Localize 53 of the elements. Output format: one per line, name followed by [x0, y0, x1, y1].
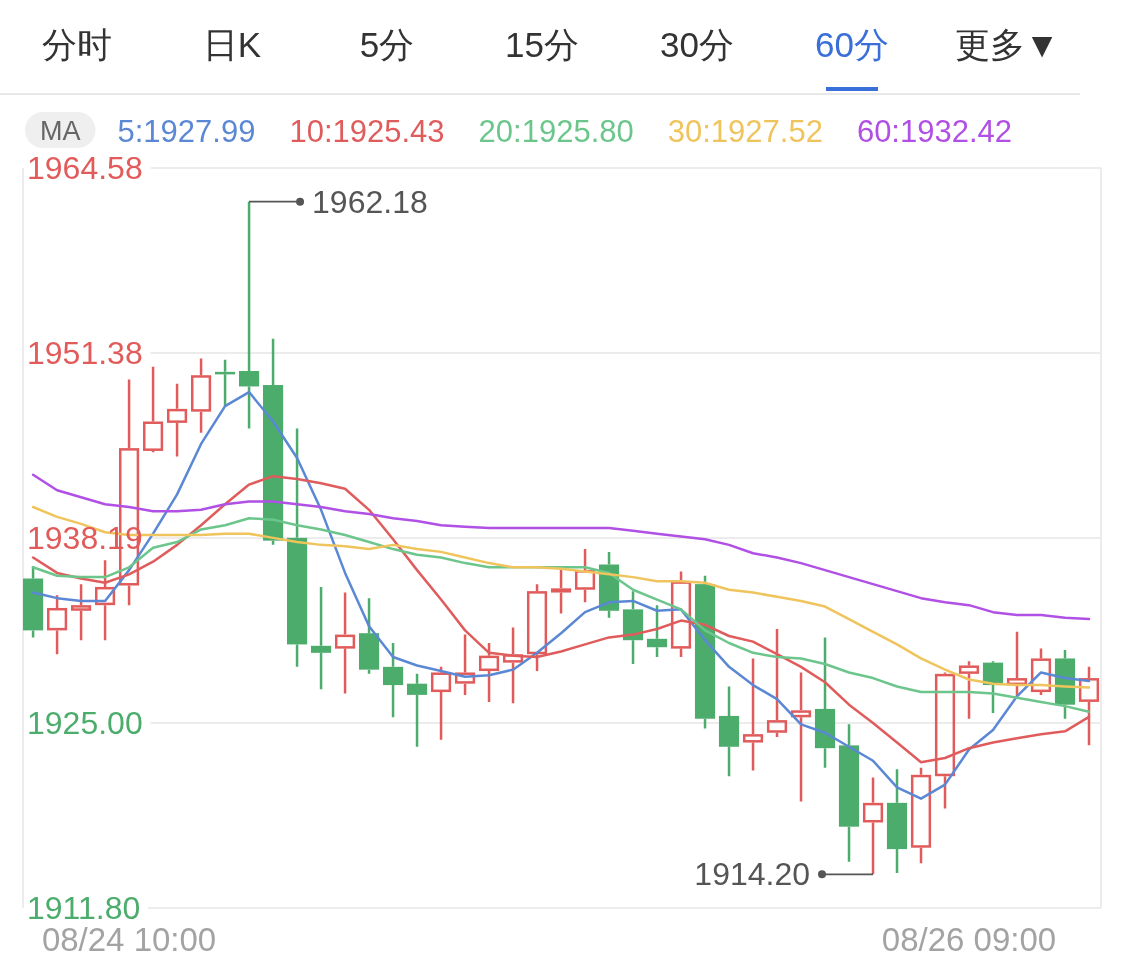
candlestick	[47, 594, 68, 656]
candlestick	[71, 582, 92, 642]
candlestick	[766, 627, 788, 739]
candlestick	[358, 596, 380, 676]
candlestick	[1006, 630, 1028, 698]
candlestick	[502, 626, 524, 705]
candlestick	[310, 585, 332, 691]
text: 20:1925.80	[478, 114, 634, 149]
candlestick	[166, 382, 188, 458]
candlestick	[910, 766, 932, 865]
candlestick	[622, 589, 644, 666]
text: 10:1925.43	[289, 114, 445, 149]
candlestick	[190, 357, 212, 434]
text: 分时	[42, 25, 112, 64]
candlestick	[718, 685, 740, 778]
annotation: 1914.20	[694, 856, 811, 893]
candlestick	[838, 723, 860, 863]
line-series	[31, 516, 1091, 713]
candlestick	[286, 427, 308, 669]
candlestick	[238, 200, 260, 430]
candlestick	[862, 776, 884, 876]
candlestick	[430, 665, 452, 741]
candlestick	[790, 671, 812, 803]
text: 更多▼	[954, 25, 1060, 64]
text: 30分	[660, 25, 734, 64]
text: 日K	[202, 25, 262, 64]
candlestick	[694, 574, 716, 730]
text: 30:1927.52	[667, 114, 823, 149]
text: 15分	[505, 25, 579, 64]
text: 5分	[359, 25, 415, 64]
candlestick	[646, 603, 668, 659]
legend-title: MA	[40, 116, 81, 146]
y-tick-label: 1951.38	[27, 335, 143, 372]
candlestick	[478, 641, 500, 704]
line-series	[31, 473, 1091, 621]
candlestick	[334, 591, 356, 695]
candlestick	[454, 633, 476, 697]
candlestick	[262, 337, 284, 547]
text: 5:1927.99	[117, 114, 256, 149]
candlestick	[382, 641, 404, 719]
text: 60分	[815, 25, 889, 64]
candlestick	[886, 767, 908, 875]
text: 60:1932.42	[856, 114, 1013, 149]
candlestick	[958, 659, 980, 720]
candlestick	[526, 582, 548, 673]
candlestick	[814, 636, 836, 770]
annotation: 1962.18	[312, 183, 428, 220]
x-tick-label: 08/26 09:00	[881, 921, 1057, 958]
candlestick	[406, 672, 428, 749]
y-tick-label: 1925.00	[27, 704, 143, 741]
candlestick	[742, 657, 764, 772]
y-tick-label: 1964.58	[27, 150, 143, 186]
candlestick	[94, 559, 116, 642]
